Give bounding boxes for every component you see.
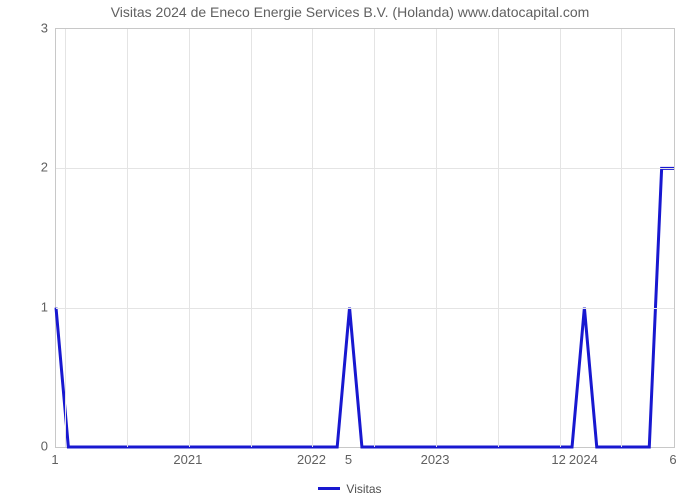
x-tick-label: 12 — [551, 452, 565, 467]
gridline-v — [621, 29, 622, 447]
plot-area — [55, 28, 675, 448]
legend-swatch — [318, 487, 340, 490]
gridline-v — [312, 29, 313, 447]
visits-chart: Visitas 2024 de Eneco Energie Services B… — [0, 0, 700, 500]
gridline-v — [560, 29, 561, 447]
y-tick-label: 1 — [8, 299, 48, 314]
gridline-v — [436, 29, 437, 447]
gridline-h — [56, 168, 674, 169]
x-tick-label: 1 — [51, 452, 58, 467]
gridline-v — [374, 29, 375, 447]
gridline-v — [498, 29, 499, 447]
gridline-h — [56, 308, 674, 309]
gridline-v — [65, 29, 66, 447]
legend: Visitas — [0, 482, 700, 496]
line-series — [56, 29, 674, 447]
legend-label: Visitas — [346, 482, 381, 496]
gridline-v — [189, 29, 190, 447]
chart-title: Visitas 2024 de Eneco Energie Services B… — [0, 4, 700, 20]
x-tick-label: 2024 — [569, 452, 598, 467]
x-tick-label: 2023 — [421, 452, 450, 467]
x-tick-label: 5 — [345, 452, 352, 467]
y-tick-label: 0 — [8, 439, 48, 454]
y-tick-label: 3 — [8, 21, 48, 36]
y-tick-label: 2 — [8, 160, 48, 175]
x-tick-label: 2022 — [297, 452, 326, 467]
gridline-v — [127, 29, 128, 447]
x-tick-label: 2021 — [173, 452, 202, 467]
gridline-v — [251, 29, 252, 447]
x-tick-label: 6 — [669, 452, 676, 467]
